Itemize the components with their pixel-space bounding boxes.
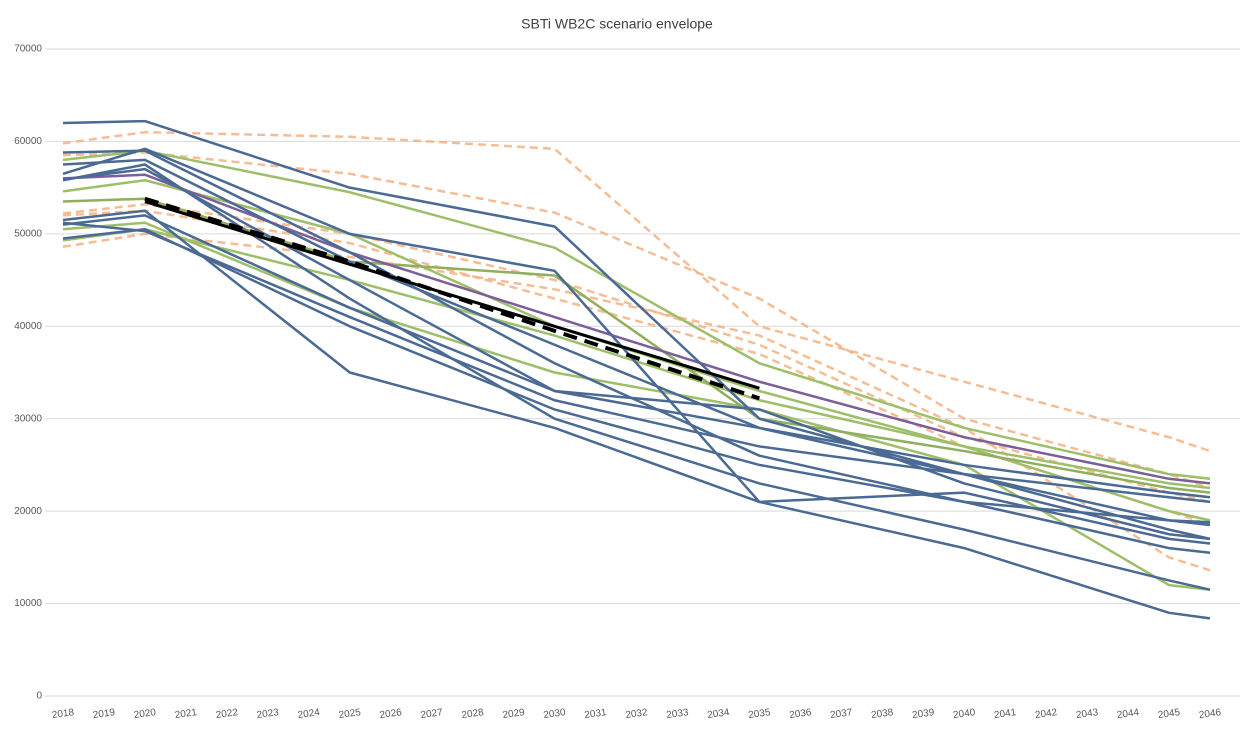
x-tick-label: 2021 [174, 707, 198, 721]
chart-title: SBTi WB2C scenario envelope [521, 16, 713, 32]
series-line [62, 151, 1211, 490]
x-tick-label: 2018 [51, 707, 75, 721]
x-tick-label: 2044 [1116, 707, 1140, 721]
x-tick-label: 2026 [379, 707, 403, 721]
x-tick-label: 2034 [707, 707, 731, 721]
y-tick-label: 50000 [14, 228, 42, 239]
x-tick-label: 2027 [420, 707, 444, 721]
x-tick-label: 2046 [1198, 707, 1222, 721]
x-tick-label: 2031 [584, 707, 608, 721]
y-tick-label: 40000 [14, 321, 42, 332]
x-tick-label: 2045 [1157, 707, 1181, 721]
series-line [62, 130, 1211, 453]
x-tick-label: 2024 [297, 707, 321, 721]
x-tick-label: 2040 [952, 707, 976, 721]
series-line [62, 119, 1211, 527]
x-tick-label: 2036 [789, 707, 813, 721]
series-line [62, 158, 1211, 541]
y-tick-label: 20000 [14, 506, 42, 517]
x-tick-label: 2043 [1075, 707, 1099, 721]
x-tick-label: 2041 [993, 707, 1017, 721]
x-tick-label: 2029 [502, 707, 526, 721]
x-tick-label: 2042 [1034, 707, 1058, 721]
x-tick-label: 2038 [871, 707, 895, 721]
x-tick-label: 2032 [625, 707, 649, 721]
x-tick-label: 2022 [215, 707, 239, 721]
x-tick-label: 2028 [461, 707, 485, 721]
y-tick-label: 10000 [14, 598, 42, 609]
x-tick-label: 2039 [911, 707, 935, 721]
y-tick-label: 70000 [14, 44, 42, 55]
series-line [62, 149, 1211, 524]
x-tick-label: 2023 [256, 707, 280, 721]
x-tick-label: 2020 [133, 707, 157, 721]
x-tick-label: 2025 [338, 707, 362, 721]
y-tick-label: 0 [36, 691, 42, 702]
series-line [144, 200, 760, 390]
x-tick-label: 2037 [830, 707, 854, 721]
series-line [62, 149, 1211, 481]
y-tick-label: 30000 [14, 413, 42, 424]
y-tick-label: 60000 [14, 136, 42, 147]
x-tick-label: 2030 [543, 707, 567, 721]
series-line [62, 221, 1211, 504]
series-line [62, 167, 1211, 541]
x-tick-label: 2033 [666, 707, 690, 721]
x-tick-label: 2035 [748, 707, 772, 721]
series-line [62, 209, 1211, 620]
series-line [144, 196, 761, 401]
x-tick-label: 2019 [92, 707, 116, 721]
